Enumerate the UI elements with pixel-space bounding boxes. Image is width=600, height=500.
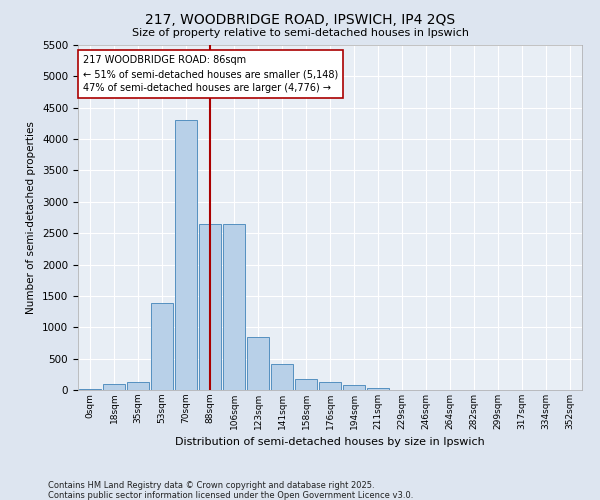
Bar bbox=[127, 382, 149, 390]
Text: Contains public sector information licensed under the Open Government Licence v3: Contains public sector information licen… bbox=[48, 491, 413, 500]
Text: 217 WOODBRIDGE ROAD: 86sqm
← 51% of semi-detached houses are smaller (5,148)
47%: 217 WOODBRIDGE ROAD: 86sqm ← 51% of semi… bbox=[83, 56, 338, 94]
Y-axis label: Number of semi-detached properties: Number of semi-detached properties bbox=[26, 121, 37, 314]
Bar bbox=[367, 388, 389, 390]
Text: Contains HM Land Registry data © Crown copyright and database right 2025.: Contains HM Land Registry data © Crown c… bbox=[48, 481, 374, 490]
Bar bbox=[343, 385, 365, 390]
X-axis label: Distribution of semi-detached houses by size in Ipswich: Distribution of semi-detached houses by … bbox=[175, 438, 485, 448]
Bar bbox=[151, 304, 173, 390]
Bar bbox=[199, 224, 221, 390]
Text: Size of property relative to semi-detached houses in Ipswich: Size of property relative to semi-detach… bbox=[131, 28, 469, 38]
Bar bbox=[319, 382, 341, 390]
Text: 217, WOODBRIDGE ROAD, IPSWICH, IP4 2QS: 217, WOODBRIDGE ROAD, IPSWICH, IP4 2QS bbox=[145, 12, 455, 26]
Bar bbox=[247, 338, 269, 390]
Bar bbox=[223, 224, 245, 390]
Bar bbox=[103, 384, 125, 390]
Bar bbox=[271, 364, 293, 390]
Bar bbox=[295, 380, 317, 390]
Bar bbox=[175, 120, 197, 390]
